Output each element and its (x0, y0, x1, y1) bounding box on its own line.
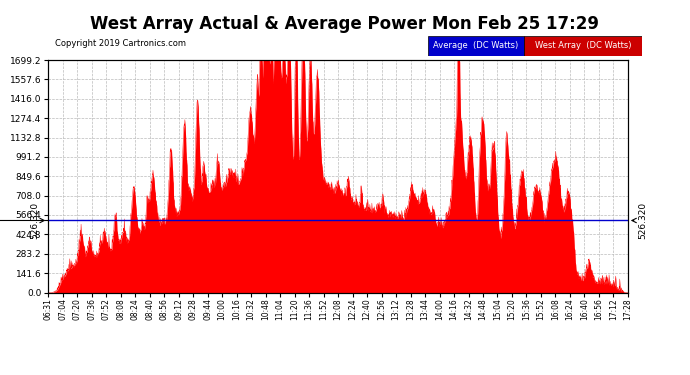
Text: West Array  (DC Watts): West Array (DC Watts) (535, 42, 631, 51)
Text: Average  (DC Watts): Average (DC Watts) (433, 42, 519, 51)
Bar (524, 36, 642, 56)
Text: Copyright 2019 Cartronics.com: Copyright 2019 Cartronics.com (55, 39, 186, 48)
Text: 526.320: 526.320 (638, 202, 647, 239)
Bar (428, 36, 524, 56)
Text: West Array Actual & Average Power Mon Feb 25 17:29: West Array Actual & Average Power Mon Fe… (90, 15, 600, 33)
